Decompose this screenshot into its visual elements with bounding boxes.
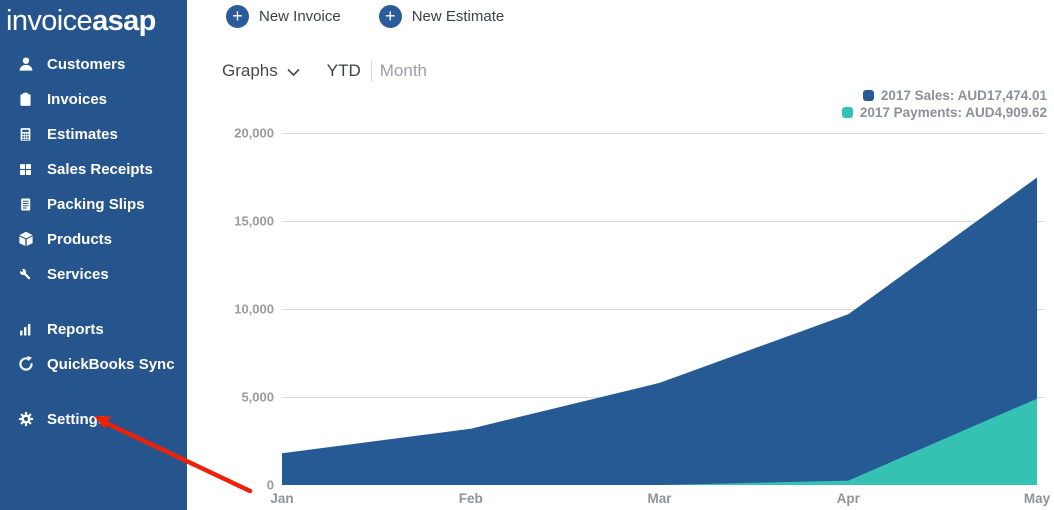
sidebar-item-invoices[interactable]: Invoices	[0, 82, 187, 117]
sidebar-item-label: Invoices	[47, 90, 108, 108]
plus-icon: +	[378, 4, 402, 28]
chart-toolbar: Graphs YTD Month	[222, 58, 427, 84]
bar-chart-icon	[17, 321, 34, 338]
pages-icon	[17, 196, 34, 213]
main-content: + New Invoice + New Estimate Graphs YTD …	[187, 0, 1054, 510]
app-logo[interactable]: invoiceasap	[0, 0, 187, 39]
sidebar-item-quickbooks-sync[interactable]: QuickBooks Sync	[0, 347, 187, 382]
sidebar-item-label: Customers	[47, 55, 126, 73]
sidebar-item-customers[interactable]: Customers	[0, 47, 187, 82]
clipboard-icon	[17, 91, 34, 108]
sidebar: invoiceasap Customers Invoices Estimates	[0, 0, 187, 510]
new-invoice-button[interactable]: + New Invoice	[226, 4, 341, 28]
sidebar-item-services[interactable]: Services	[0, 257, 187, 292]
sales-swatch	[862, 90, 874, 101]
y-tick-label: 5,000	[241, 390, 274, 405]
cube-icon	[17, 231, 34, 248]
tab-divider	[370, 60, 372, 82]
x-tick-label: Jan	[270, 491, 293, 506]
graphs-dropdown-label: Graphs	[222, 61, 278, 80]
sidebar-item-label: Packing Slips	[47, 195, 145, 213]
y-tick-label: 0	[267, 478, 274, 493]
sidebar-item-label: QuickBooks Sync	[47, 355, 175, 373]
y-tick-label: 10,000	[234, 302, 274, 317]
payments-area	[282, 398, 1037, 485]
sales-area	[282, 177, 1037, 485]
sidebar-item-packing-slips[interactable]: Packing Slips	[0, 187, 187, 222]
sidebar-item-label: Estimates	[47, 125, 118, 143]
sidebar-item-label: Settings	[47, 410, 107, 428]
logo-text-asap: asap	[92, 5, 156, 37]
sidebar-menu: Customers Invoices Estimates Sales Recei…	[0, 47, 187, 437]
x-tick-label: Apr	[837, 491, 861, 506]
legend-sales-label: 2017 Sales: AUD17,474.01	[880, 88, 1047, 103]
wrench-icon	[17, 266, 34, 283]
sidebar-item-estimates[interactable]: Estimates	[0, 117, 187, 152]
legend-item-sales: 2017 Sales: AUD17,474.01	[842, 87, 1047, 104]
sidebar-item-sales-receipts[interactable]: Sales Receipts	[0, 152, 187, 187]
logo-text-invoice: invoice	[6, 5, 93, 37]
tab-month[interactable]: Month	[379, 61, 427, 80]
new-invoice-label: New Invoice	[259, 7, 341, 25]
sidebar-item-settings[interactable]: Settings	[0, 402, 187, 437]
x-tick-label: Feb	[459, 491, 483, 506]
grid-icon	[17, 161, 34, 178]
graphs-dropdown[interactable]: Graphs	[222, 61, 300, 81]
sidebar-item-label: Reports	[47, 320, 104, 338]
chart-legend: 2017 Sales: AUD17,474.01 2017 Payments: …	[841, 87, 1047, 121]
sidebar-item-reports[interactable]: Reports	[0, 312, 187, 347]
tab-ytd[interactable]: YTD	[326, 61, 361, 80]
legend-item-payments: 2017 Payments: AUD4,909.62	[841, 104, 1047, 121]
chevron-down-icon	[287, 68, 300, 76]
x-tick-label: Mar	[647, 491, 672, 506]
y-tick-label: 15,000	[234, 214, 274, 229]
sidebar-item-label: Sales Receipts	[47, 160, 153, 178]
payments-swatch	[841, 107, 853, 118]
new-estimate-label: New Estimate	[411, 7, 505, 25]
calculator-icon	[17, 126, 34, 143]
new-estimate-button[interactable]: + New Estimate	[378, 4, 505, 28]
sales-payments-area-chart: 0 5,000 10,000 15,000 20,000 Jan Feb Mar Apr May	[234, 126, 1051, 507]
sidebar-item-products[interactable]: Products	[0, 222, 187, 257]
sidebar-item-label: Products	[47, 230, 113, 248]
user-icon	[17, 56, 34, 73]
top-actions: + New Invoice + New Estimate	[226, 4, 504, 28]
sync-icon	[17, 356, 34, 373]
plus-icon: +	[226, 4, 249, 28]
sidebar-item-label: Services	[47, 265, 109, 283]
y-tick-label: 20,000	[234, 126, 274, 141]
legend-payments-label: 2017 Payments: AUD4,909.62	[859, 105, 1047, 120]
gear-icon	[17, 411, 34, 428]
x-tick-label: May	[1024, 491, 1051, 506]
